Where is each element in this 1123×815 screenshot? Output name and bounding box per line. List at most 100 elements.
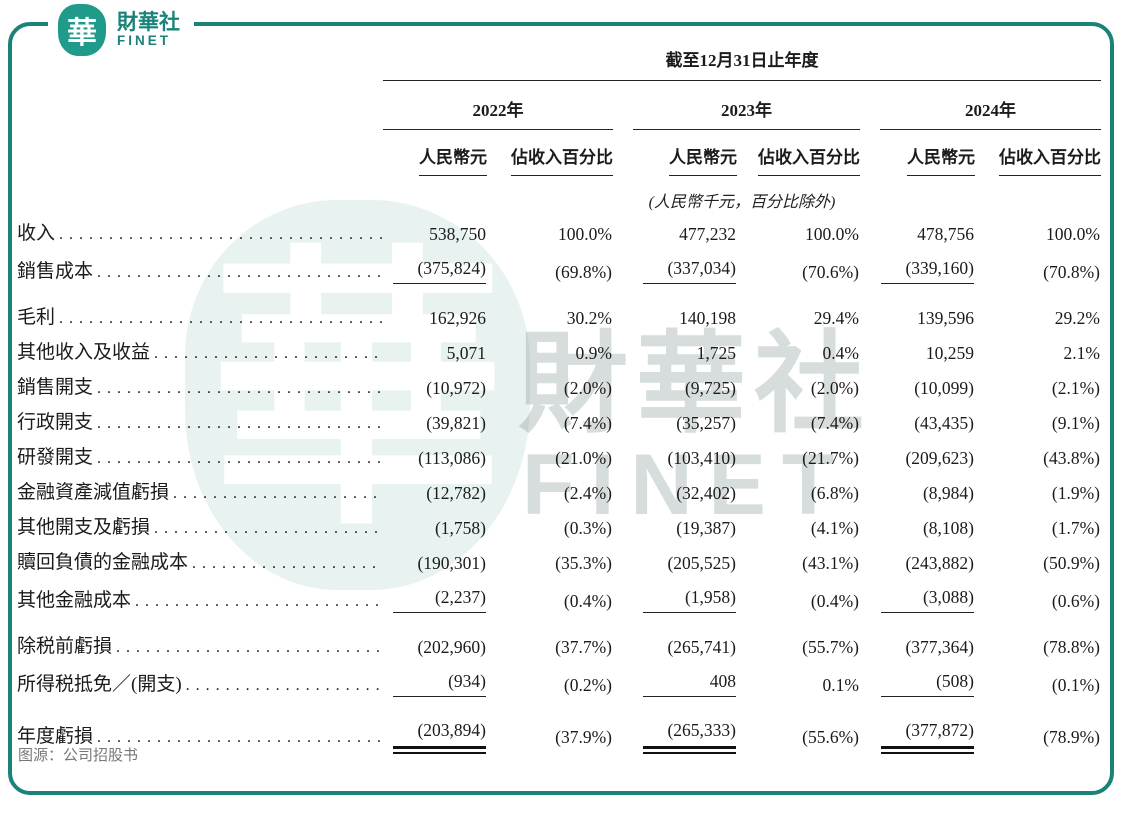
percent-cell: (4.1%) — [810, 518, 859, 538]
amount-cell: (1,958) — [613, 581, 737, 619]
financial-table-wrap: 截至12月31日止年度 2022年 2023年 2024年 — [17, 34, 1101, 755]
row-label-cell: 毛利 — [17, 290, 383, 336]
row-label: 金融資產減值虧損 — [17, 482, 170, 503]
amount-cell: (2,237) — [383, 581, 487, 619]
dot-leader — [97, 725, 383, 749]
spacer-cell — [17, 176, 383, 217]
table-row: 收入 538,750 100.0% 477,232 100.0% 478,756 100.0… — [17, 217, 1101, 252]
finet-logo: 華 財華社 FINET — [48, 0, 194, 60]
year-group-2024: 2024年 — [860, 81, 1101, 130]
percent-cell: (55.6%) — [802, 727, 859, 747]
row-label-cell: 年度虧損 — [17, 703, 383, 755]
row-label: 除税前虧損 — [17, 636, 113, 657]
amount-cell: 162,926 — [429, 308, 486, 328]
percent-cell: (69.8%) — [555, 262, 612, 282]
amount-cell: (337,034) — [613, 252, 737, 290]
table-row: 其他收入及收益 5,071 0.9% 1,725 0.4% 10,259 2.1% — [17, 336, 1101, 371]
spacer-cell — [17, 81, 383, 131]
year-label: 2022年 — [383, 96, 613, 130]
amount-cell: (9,725) — [684, 378, 736, 398]
row-label: 年度虧損 — [17, 726, 94, 747]
row-label: 毛利 — [17, 307, 56, 328]
percent-cell: (43.1%) — [802, 553, 859, 573]
percent-cell: (37.9%) — [555, 727, 612, 747]
amount-cell: (243,882) — [905, 553, 974, 573]
amount-cell: (508) — [860, 665, 975, 703]
amount-cell: (265,741) — [667, 637, 736, 657]
percent-cell: (37.7%) — [555, 637, 612, 657]
table-row: 其他開支及虧損 (1,758) (0.3%) (19,387) (4.1%) (8,108… — [17, 511, 1101, 546]
percent-cell: (35.3%) — [555, 553, 612, 573]
col-header-amount: 人民幣元 — [860, 130, 975, 176]
amount-cell: (205,525) — [667, 553, 736, 573]
amount-cell: (43,435) — [914, 413, 974, 433]
row-label: 銷售成本 — [17, 261, 94, 282]
dot-leader — [97, 260, 383, 284]
percent-cell: (78.9%) — [1043, 727, 1100, 747]
percent-cell: (7.4%) — [810, 413, 859, 433]
row-label: 研發開支 — [17, 447, 94, 468]
percent-cell: (70.8%) — [1043, 262, 1100, 282]
percent-cell: (0.3%) — [563, 518, 612, 538]
percent-cell: (21.7%) — [802, 448, 859, 468]
amount-cell: (375,824) — [383, 252, 487, 290]
amount-cell: (19,387) — [676, 518, 736, 538]
row-label-cell: 金融資產減值虧損 — [17, 476, 383, 511]
image-source-caption: 图源：公司招股书 — [18, 747, 139, 764]
amount-cell: (339,160) — [860, 252, 975, 290]
percent-cell: (2.0%) — [810, 378, 859, 398]
row-label: 所得税抵免／(開支) — [17, 674, 182, 695]
row-label-cell: 銷售開支 — [17, 371, 383, 406]
row-label-cell: 除税前虧損 — [17, 619, 383, 665]
amount-cell: (8,108) — [922, 518, 974, 538]
percent-cell: 0.1% — [822, 675, 859, 695]
table-body: 收入 538,750 100.0% 477,232 100.0% 478,756 100.0… — [17, 217, 1101, 755]
dot-leader — [154, 516, 383, 540]
amount-cell: 478,756 — [917, 224, 974, 244]
amount-cell: (265,333) — [613, 703, 737, 755]
percent-cell: (2.4%) — [563, 483, 612, 503]
brand-name-cn: 財華社 — [117, 10, 180, 34]
percent-cell: 0.9% — [575, 343, 612, 363]
percent-cell: 100.0% — [558, 224, 612, 244]
row-label: 行政開支 — [17, 412, 94, 433]
table-row: 銷售成本 (375,824) (69.8%)(337,034) (70.6%)(339… — [17, 252, 1101, 290]
percent-cell: (7.4%) — [563, 413, 612, 433]
dot-leader — [116, 635, 383, 659]
percent-cell: (50.9%) — [1043, 553, 1100, 573]
percent-cell: (2.1%) — [1051, 378, 1100, 398]
col-header-percent: 佔收入百分比 — [487, 130, 613, 176]
amount-cell: 10,259 — [925, 343, 974, 363]
percent-cell: (9.1%) — [1051, 413, 1100, 433]
amount-cell: 5,071 — [446, 343, 486, 363]
amount-cell: (103,410) — [667, 448, 736, 468]
amount-cell: 139,596 — [917, 308, 974, 328]
percent-cell: (70.6%) — [802, 262, 859, 282]
percent-cell: 100.0% — [805, 224, 859, 244]
percent-cell: (0.4%) — [563, 591, 612, 611]
dot-leader — [154, 341, 383, 365]
amount-cell: (32,402) — [676, 483, 736, 503]
amount-cell: (35,257) — [676, 413, 736, 433]
percent-cell: 29.2% — [1054, 308, 1100, 328]
dot-leader — [192, 551, 383, 575]
amount-cell: (377,872) — [860, 703, 975, 755]
row-label: 其他收入及收益 — [17, 342, 151, 363]
table-row: 毛利 162,926 30.2% 140,198 29.4% 139,596 29.2% — [17, 290, 1101, 336]
year-label: 2023年 — [633, 96, 860, 130]
row-label: 收入 — [17, 223, 56, 244]
dot-leader — [186, 673, 383, 697]
amount-cell: (934) — [383, 665, 487, 703]
unit-note: (人民幣千元，百分比除外) — [648, 194, 836, 211]
spacer-cell — [17, 130, 383, 176]
amount-cell: (10,972) — [426, 378, 486, 398]
percent-cell: (21.0%) — [555, 448, 612, 468]
sub-header-row: 人民幣元 佔收入百分比 人民幣元 佔收入百分比 人民幣元 佔收入百分比 — [17, 130, 1101, 176]
table-row: 研發開支 (113,086) (21.0%) (103,410) (21.7%) (209… — [17, 441, 1101, 476]
amount-cell: 1,725 — [696, 343, 736, 363]
percent-cell: (6.8%) — [810, 483, 859, 503]
dot-leader — [97, 411, 383, 435]
amount-cell: (377,364) — [905, 637, 974, 657]
dot-leader — [97, 376, 383, 400]
row-label-cell: 銷售成本 — [17, 252, 383, 290]
